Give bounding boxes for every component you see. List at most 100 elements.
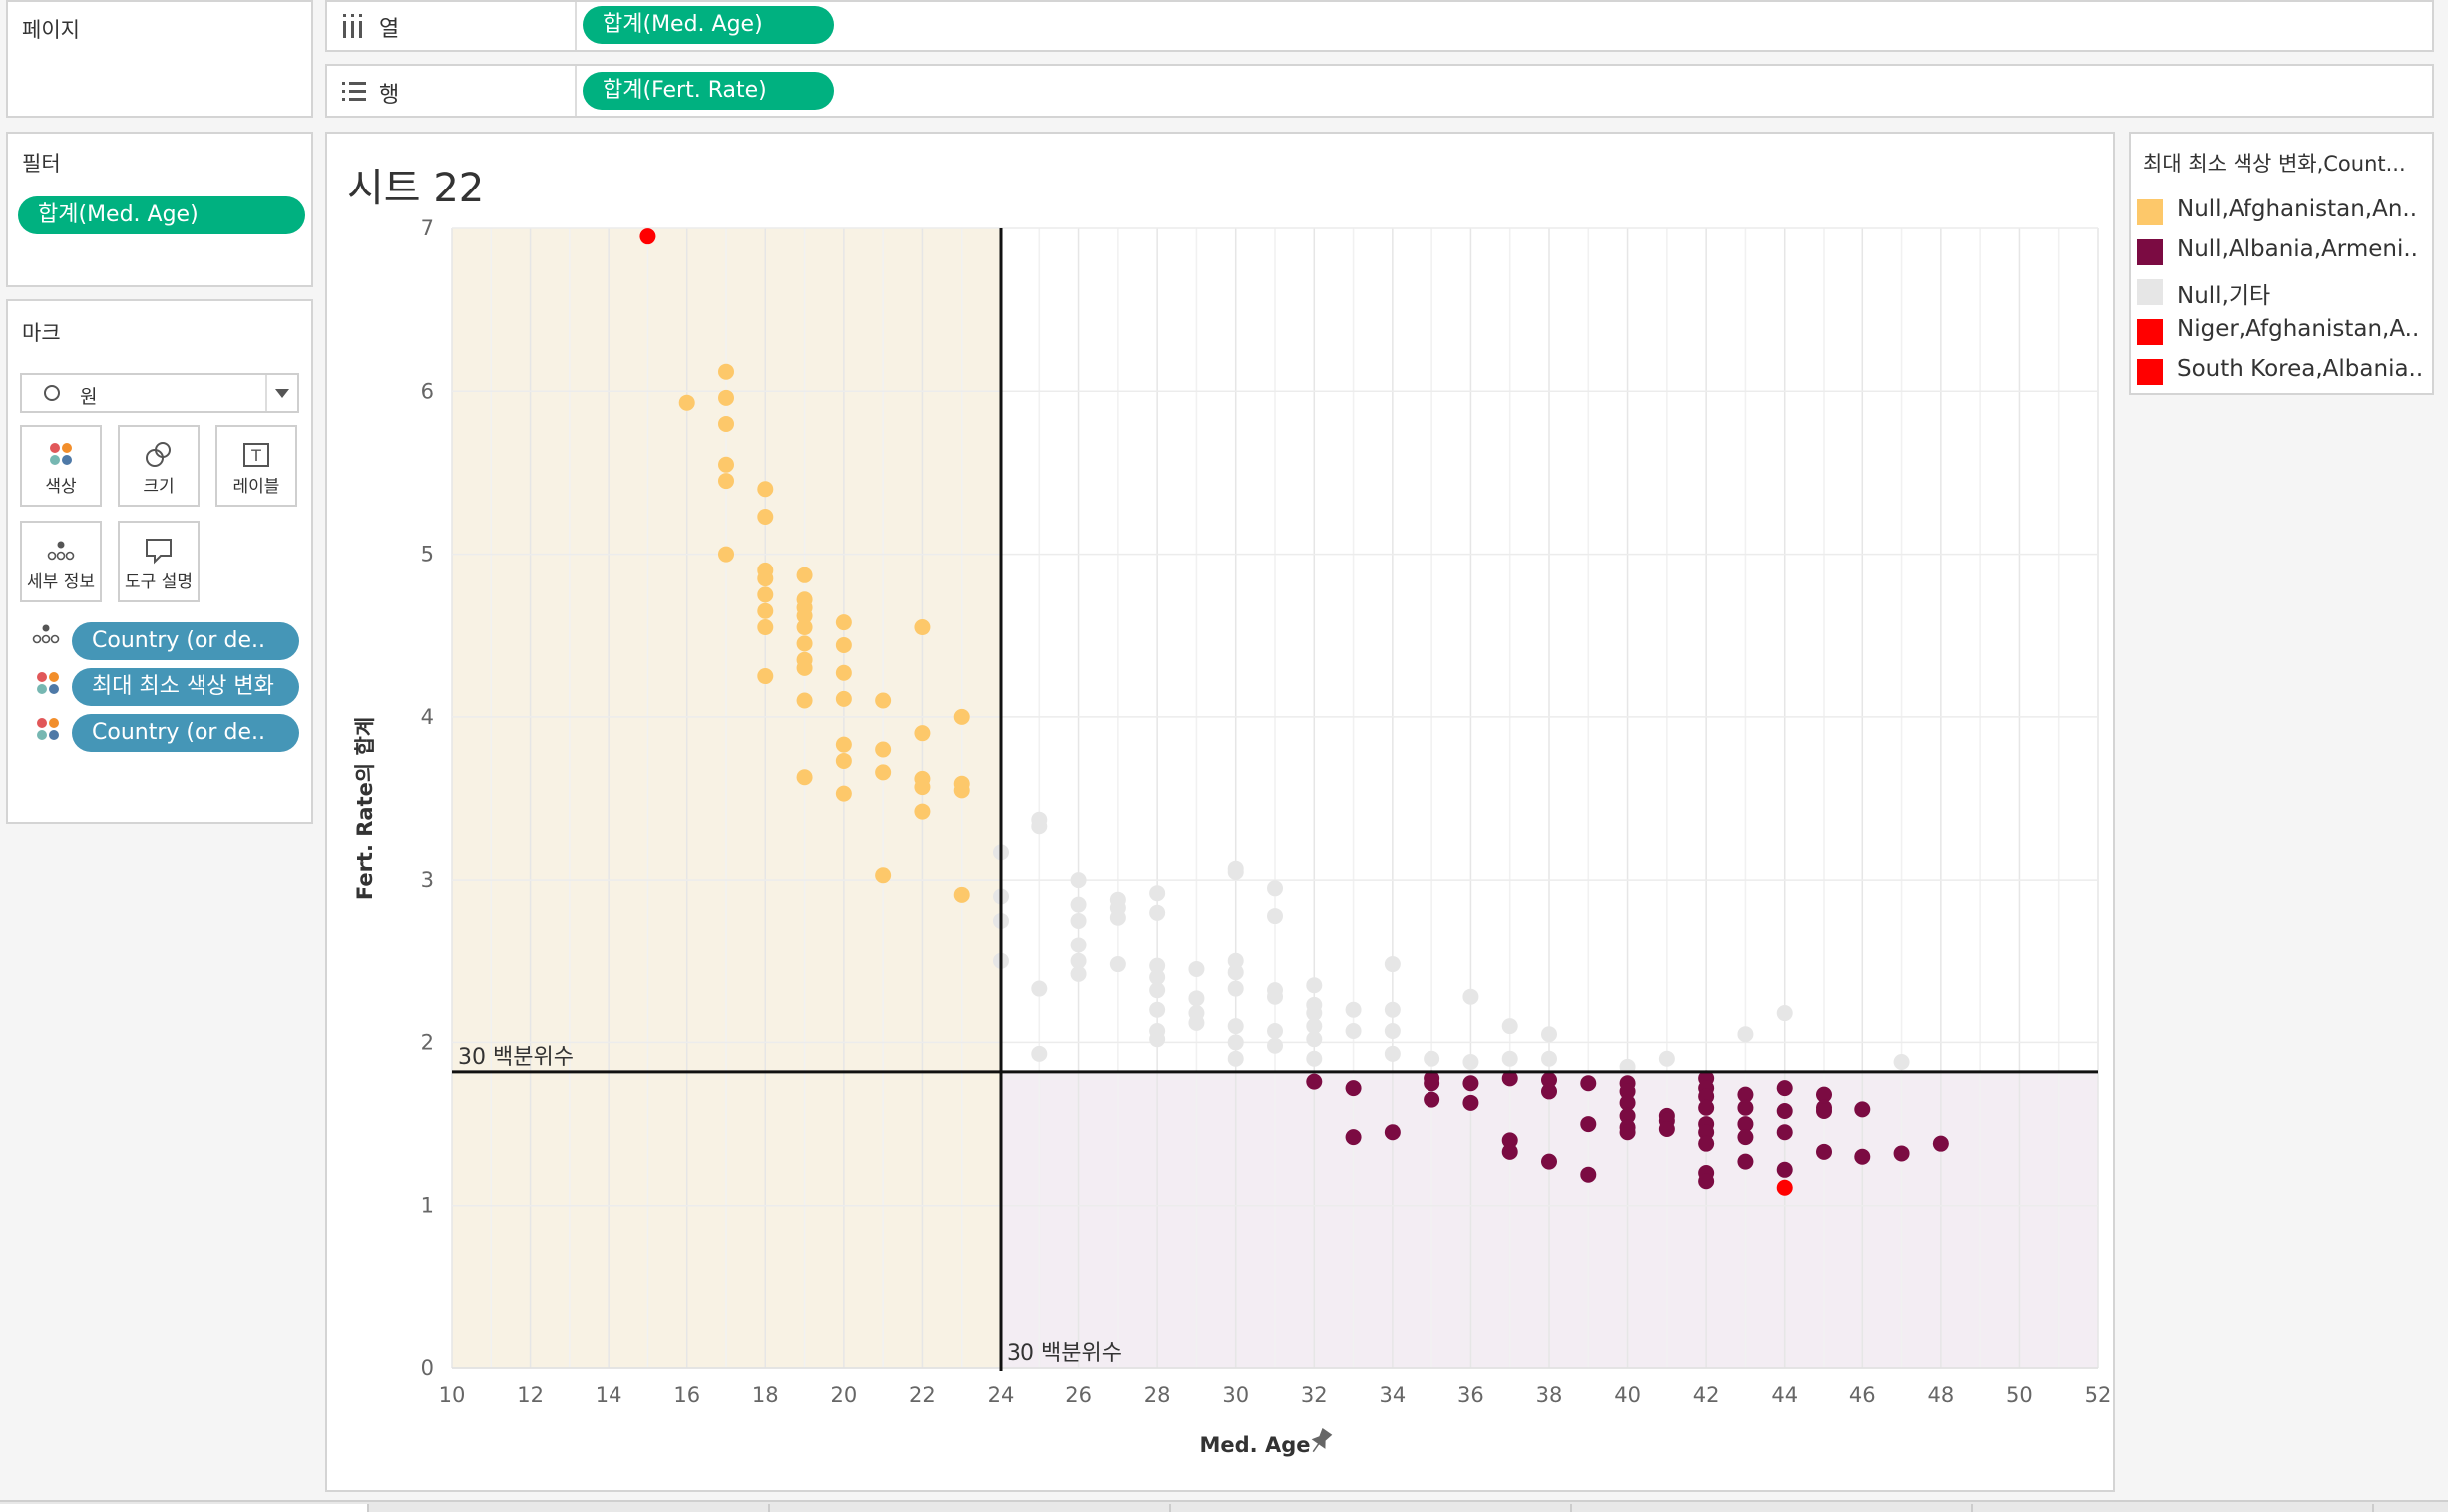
x-tick-label: 30 bbox=[1222, 1383, 1249, 1407]
size-icon bbox=[120, 439, 198, 471]
legend-title: 최대 최소 색상 변화,Count... bbox=[2143, 152, 2406, 176]
data-point bbox=[796, 659, 813, 676]
x-tick-label: 16 bbox=[673, 1383, 700, 1407]
mark-type-dropdown[interactable]: 원 bbox=[20, 373, 299, 413]
data-point bbox=[1149, 1031, 1166, 1048]
data-point bbox=[796, 567, 813, 583]
y-tick-label: 6 bbox=[421, 379, 434, 403]
color-button[interactable]: 색상 bbox=[20, 425, 102, 507]
tooltip-button-label: 도구 설명 bbox=[125, 572, 193, 592]
detail-icon bbox=[30, 622, 62, 650]
x-tick-label: 48 bbox=[1927, 1383, 1954, 1407]
data-point bbox=[718, 389, 734, 406]
chevron-down-icon bbox=[275, 389, 289, 398]
data-point bbox=[1149, 885, 1166, 902]
legend-item-label: South Korea,Albania.. bbox=[2177, 356, 2424, 382]
x-tick-label: 42 bbox=[1693, 1383, 1720, 1407]
data-point bbox=[1345, 1129, 1362, 1146]
y-tick-label: 2 bbox=[421, 1030, 434, 1054]
data-point bbox=[1031, 1045, 1048, 1062]
data-point bbox=[835, 664, 852, 681]
rows-shelf[interactable]: 행 합계(Fert. Rate) bbox=[325, 64, 2434, 118]
label-button[interactable]: T 레이블 bbox=[215, 425, 297, 507]
data-point bbox=[1306, 1050, 1323, 1067]
columns-shelf[interactable]: 열 합계(Med. Age) bbox=[325, 0, 2434, 52]
legend-swatch bbox=[2137, 239, 2163, 265]
sheet-tab[interactable] bbox=[0, 1504, 369, 1512]
data-point bbox=[1816, 1086, 1832, 1103]
y-tick-label: 1 bbox=[421, 1194, 434, 1218]
size-button-label: 크기 bbox=[143, 477, 175, 497]
size-button[interactable]: 크기 bbox=[118, 425, 200, 507]
data-point bbox=[1737, 1116, 1754, 1133]
data-point bbox=[1501, 1018, 1518, 1035]
data-point bbox=[1070, 937, 1087, 953]
data-point bbox=[1501, 1132, 1518, 1149]
data-point bbox=[718, 473, 734, 490]
marks-field-minmax-color[interactable]: 최대 최소 색상 변화 bbox=[72, 668, 299, 706]
data-point bbox=[1658, 1120, 1675, 1137]
color-icon bbox=[34, 715, 62, 747]
marks-field-country-detail[interactable]: Country (or de.. bbox=[72, 622, 299, 660]
data-point bbox=[835, 614, 852, 631]
legend-swatch bbox=[2137, 279, 2163, 305]
data-point bbox=[1149, 904, 1166, 921]
data-point bbox=[678, 394, 695, 411]
legend-item-label: Niger,Afghanistan,A.. bbox=[2177, 316, 2420, 342]
data-point bbox=[1227, 964, 1244, 981]
pages-panel[interactable]: 페이지 bbox=[6, 0, 313, 118]
x-tick-label: 12 bbox=[517, 1383, 544, 1407]
x-tick-label: 38 bbox=[1536, 1383, 1563, 1407]
y-axis-title: Fert. Rate의 합계 bbox=[353, 717, 377, 900]
marks-panel[interactable]: 마크 원 색상 크기 T 레이블 bbox=[6, 299, 313, 824]
text-icon: T bbox=[217, 439, 295, 471]
x-tick-label: 26 bbox=[1065, 1383, 1092, 1407]
marks-field-country-color[interactable]: Country (or de.. bbox=[72, 714, 299, 752]
data-point bbox=[1188, 1014, 1205, 1031]
data-point bbox=[1267, 1022, 1283, 1039]
filters-panel[interactable]: 필터 합계(Med. Age) bbox=[6, 132, 313, 287]
data-point bbox=[1345, 1001, 1362, 1018]
data-point bbox=[796, 635, 813, 652]
x-tick-label: 28 bbox=[1144, 1383, 1171, 1407]
sheet-tab[interactable] bbox=[770, 1504, 1171, 1512]
sheet-tab[interactable] bbox=[369, 1504, 770, 1512]
rows-pill-fert-rate[interactable]: 합계(Fert. Rate) bbox=[583, 72, 834, 110]
filter-pill-med-age[interactable]: 합계(Med. Age) bbox=[18, 196, 305, 234]
detail-button[interactable]: 세부 정보 bbox=[20, 521, 102, 602]
data-point bbox=[1227, 952, 1244, 969]
sheet-tab[interactable] bbox=[1171, 1504, 1572, 1512]
sheet-tab[interactable] bbox=[1973, 1504, 2374, 1512]
tooltip-button[interactable]: 도구 설명 bbox=[118, 521, 200, 602]
sheet-view[interactable]: 시트 22 30 백분위수 30 백분위수 10 12 14 16 18 20 22 24 26 28… bbox=[325, 132, 2115, 1492]
data-point bbox=[875, 867, 892, 884]
data-point bbox=[1932, 1135, 1949, 1152]
x-tick-label: 10 bbox=[439, 1383, 466, 1407]
columns-pill-med-age[interactable]: 합계(Med. Age) bbox=[583, 6, 834, 44]
data-point bbox=[1109, 956, 1126, 973]
y-tick-label: 0 bbox=[421, 1356, 434, 1380]
data-point bbox=[757, 481, 774, 498]
data-point bbox=[914, 619, 931, 636]
data-point bbox=[639, 228, 656, 245]
pin-icon bbox=[1311, 1427, 1333, 1453]
data-point bbox=[1227, 980, 1244, 997]
data-point bbox=[1737, 1026, 1754, 1043]
data-point bbox=[875, 741, 892, 758]
x-tick-label: 52 bbox=[2085, 1383, 2112, 1407]
color-legend[interactable]: 최대 최소 색상 변화,Count... Null,Afghanistan,An… bbox=[2129, 132, 2434, 395]
data-point bbox=[1776, 1161, 1793, 1178]
marks-panel-title: 마크 bbox=[22, 321, 61, 345]
data-point bbox=[718, 415, 734, 432]
y-tick-label: 3 bbox=[421, 868, 434, 892]
color-icon bbox=[22, 439, 100, 471]
data-point bbox=[1854, 1148, 1871, 1165]
data-point bbox=[1227, 1034, 1244, 1051]
sheet-tab[interactable] bbox=[1572, 1504, 1973, 1512]
x-reference-line-label: 30 백분위수 bbox=[1007, 1341, 1122, 1366]
data-point bbox=[1384, 1022, 1401, 1039]
data-point bbox=[718, 363, 734, 380]
data-point bbox=[914, 725, 931, 742]
data-point bbox=[796, 769, 813, 786]
